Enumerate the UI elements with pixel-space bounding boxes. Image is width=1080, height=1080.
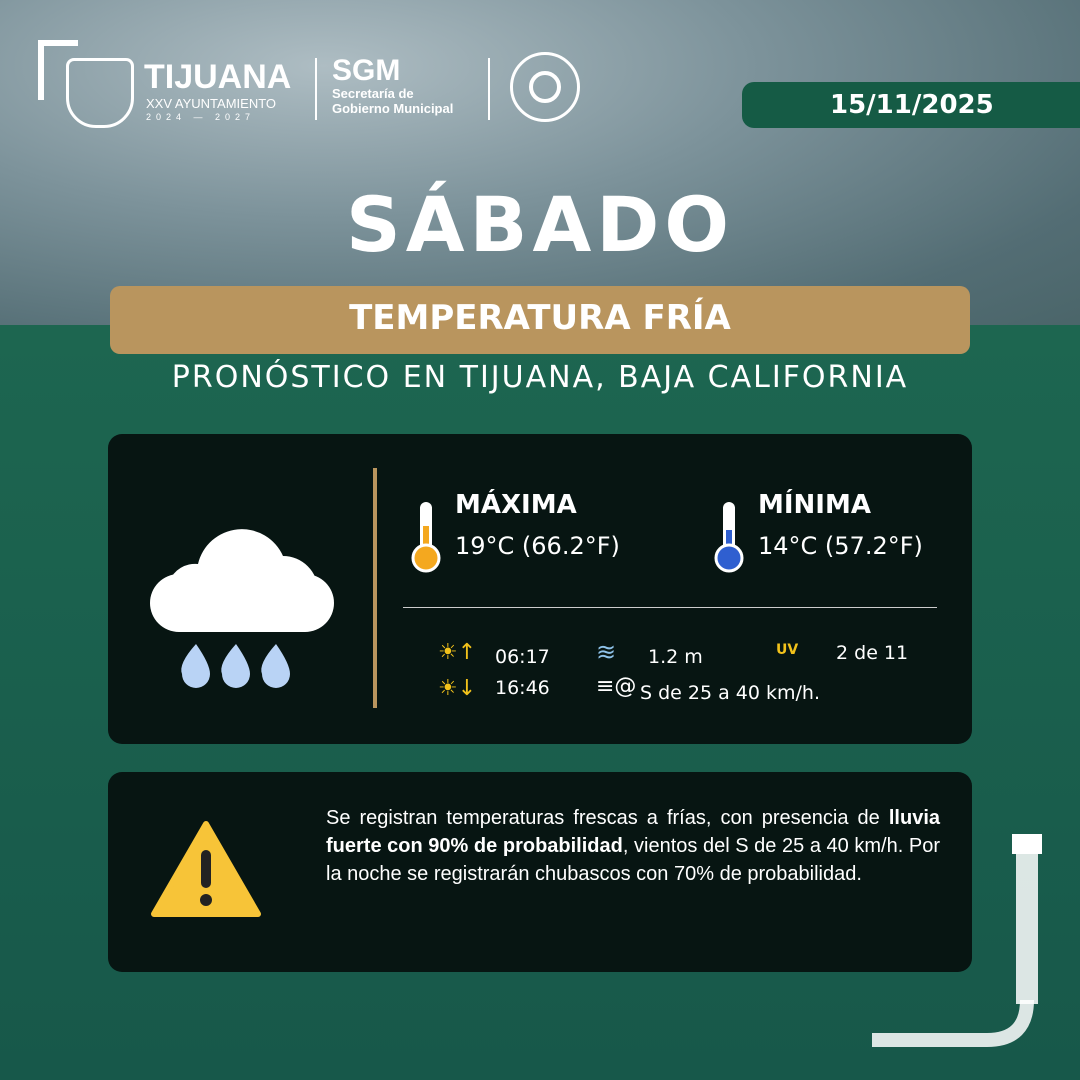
alert-text-part: Se registran temperaturas frescas a fría… <box>326 807 889 829</box>
wind-value: S de 25 a 40 km/h. <box>640 682 820 704</box>
alert-text-bold: lluvia fuerte con 90% de probabilidad <box>326 807 940 857</box>
divider <box>315 58 317 120</box>
uv-index: 2 de 11 <box>836 642 909 664</box>
alert-text: Se registran temperaturas frescas a fría… <box>326 804 940 888</box>
forecast-subtitle: PRONÓSTICO EN TIJUANA, BAJA CALIFORNIA <box>171 360 909 395</box>
serpent-tower-decoration <box>872 834 1042 1047</box>
alert-text-part: , vientos del S de 25 a 40 km/h. Por la … <box>326 835 940 885</box>
sgm-title: SGM <box>332 54 401 87</box>
day-title: SÁBADO <box>346 180 734 269</box>
max-value: 19°C (66.2°F) <box>455 532 620 560</box>
alert-card: Se registran temperaturas frescas a fría… <box>108 772 972 972</box>
brand-sub: XXV AYUNTAMIENTO <box>146 96 277 111</box>
waves-icon: ≋ <box>596 638 617 666</box>
brand-name: TIJUANA <box>144 58 292 96</box>
vertical-divider <box>373 468 377 708</box>
warning-icon <box>151 821 261 917</box>
sgm-logo: SGM Secretaría de Gobierno Municipal <box>332 54 454 117</box>
date-badge: 15/11/2025 <box>742 82 1080 128</box>
temperature-banner: TEMPERATURA FRÍA <box>110 286 970 354</box>
tijuana-logo: TIJUANA XXV AYUNTAMIENTO 2024 — 2027 <box>38 40 303 135</box>
max-label: MÁXIMA <box>455 490 577 520</box>
rain-cloud-icon <box>150 529 334 688</box>
sgm-sub: Secretaría de <box>332 86 414 101</box>
sunset-time: 16:46 <box>495 677 550 699</box>
forecast-card: MÁXIMA 19°C (66.2°F) MÍNIMA 14°C (57.2°F… <box>108 434 972 744</box>
thermometer-hot-icon <box>411 502 441 573</box>
sunrise-icon: ☀↑ <box>438 640 477 665</box>
coat-of-arms-icon <box>66 58 134 128</box>
horizontal-divider <box>403 607 937 608</box>
uv-icon: UV <box>776 642 799 658</box>
min-label: MÍNIMA <box>758 490 871 520</box>
sunset-icon: ☀↓ <box>438 676 477 701</box>
sunrise-time: 06:17 <box>495 646 550 668</box>
divider <box>488 58 490 120</box>
wind-icon: ≡@ <box>596 674 637 699</box>
wave-height: 1.2 m <box>648 646 703 668</box>
proteccion-civil-logo <box>510 52 580 122</box>
thermometer-cold-icon <box>714 502 744 573</box>
brand-years: 2024 — 2027 <box>146 112 256 122</box>
min-value: 14°C (57.2°F) <box>758 532 923 560</box>
sgm-sub: Gobierno Municipal <box>332 101 454 116</box>
